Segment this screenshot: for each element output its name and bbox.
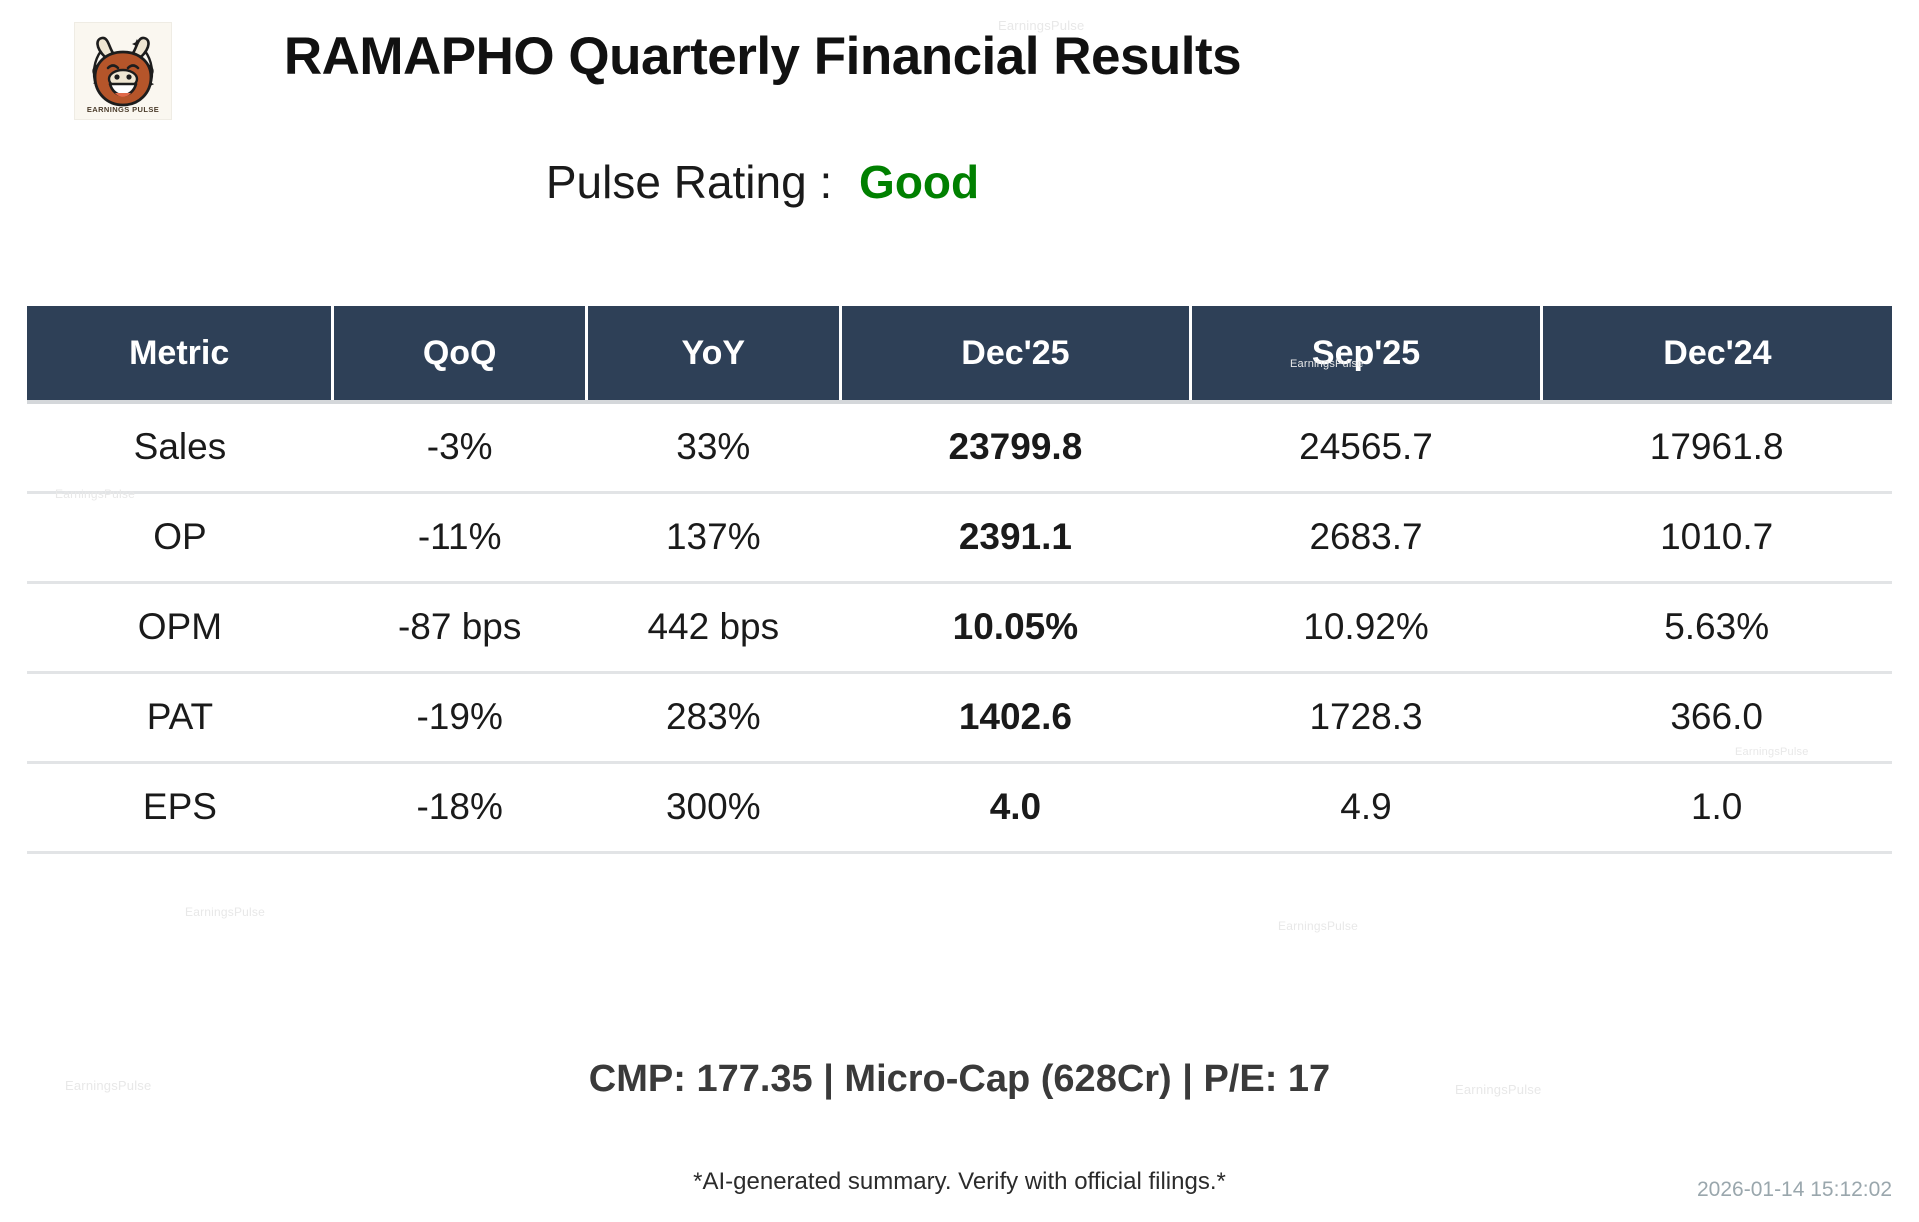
current-value: 23799.8 bbox=[840, 402, 1191, 494]
qoq-value: -18% bbox=[332, 762, 587, 854]
current-value: 2391.1 bbox=[840, 492, 1191, 584]
column-header-dec24: Dec'24 bbox=[1541, 306, 1892, 402]
previous-value: 4.9 bbox=[1190, 762, 1542, 854]
column-header-dec25: Dec'25 bbox=[840, 306, 1193, 402]
year-ago-value: 1.0 bbox=[1541, 762, 1892, 854]
yoy-value: 33% bbox=[586, 402, 841, 494]
table-row: OP -11% 137% 2391.1 2683.7 1010.7 bbox=[27, 492, 1892, 584]
pulse-rating: Pulse Rating : Good bbox=[0, 155, 1525, 209]
metric-label: OPM bbox=[27, 582, 333, 674]
yoy-value: 300% bbox=[586, 762, 841, 854]
watermark: EarningsPulse bbox=[185, 905, 265, 919]
generated-timestamp: 2026-01-14 15:12:02 bbox=[1697, 1178, 1892, 1201]
bull-mascot-icon bbox=[92, 36, 155, 107]
previous-value: 2683.7 bbox=[1190, 492, 1542, 584]
logo-caption: EARNINGS PULSE bbox=[86, 105, 160, 114]
current-value: 1402.6 bbox=[840, 672, 1191, 764]
table-row: PAT -19% 283% 1402.6 1728.3 366.0 bbox=[27, 672, 1892, 764]
metric-label: OP bbox=[27, 492, 333, 584]
year-ago-value: 1010.7 bbox=[1541, 492, 1892, 584]
yoy-value: 137% bbox=[586, 492, 841, 584]
current-value: 4.0 bbox=[840, 762, 1191, 854]
table-row: OPM -87 bps 442 bps 10.05% 10.92% 5.63% bbox=[27, 582, 1892, 674]
previous-value: 1728.3 bbox=[1190, 672, 1542, 764]
ai-disclaimer: *AI-generated summary. Verify with offic… bbox=[693, 1168, 1226, 1195]
year-ago-value: 17961.8 bbox=[1541, 402, 1892, 494]
year-ago-value: 5.63% bbox=[1541, 582, 1892, 674]
qoq-value: -87 bps bbox=[332, 582, 587, 674]
column-header-qoq: QoQ bbox=[332, 306, 588, 402]
table-row: Sales -3% 33% 23799.8 24565.7 17961.8 bbox=[27, 402, 1892, 494]
pulse-rating-label: Pulse Rating : bbox=[545, 156, 833, 208]
current-value: 10.05% bbox=[840, 582, 1191, 674]
financials-table-container: Metric QoQ YoY Dec'25 Sep'25 Dec'24 Sale… bbox=[27, 306, 1892, 854]
column-header-metric: Metric bbox=[27, 306, 335, 402]
qoq-value: -3% bbox=[332, 402, 587, 494]
year-ago-value: 366.0 bbox=[1541, 672, 1892, 764]
yoy-value: 442 bps bbox=[586, 582, 841, 674]
valuation-summary: CMP: 177.35 | Micro-Cap (628Cr) | P/E: 1… bbox=[588, 1058, 1331, 1100]
page-title: RAMAPHO Quarterly Financial Results bbox=[283, 27, 1242, 86]
watermark: EarningsPulse bbox=[1278, 919, 1358, 933]
metric-label: PAT bbox=[27, 672, 333, 764]
table-row: EPS -18% 300% 4.0 4.9 1.0 bbox=[27, 762, 1892, 854]
metric-label: Sales bbox=[27, 402, 333, 494]
column-header-sep25: Sep'25 bbox=[1190, 306, 1543, 402]
financials-table: Metric QoQ YoY Dec'25 Sep'25 Dec'24 Sale… bbox=[27, 306, 1892, 854]
pulse-rating-value: Good bbox=[859, 156, 980, 208]
yoy-value: 283% bbox=[586, 672, 841, 764]
qoq-value: -19% bbox=[332, 672, 587, 764]
report-header: EARNINGS PULSE RAMAPHO Quarterly Financi… bbox=[0, 0, 1919, 208]
table-header-row: Metric QoQ YoY Dec'25 Sep'25 Dec'24 bbox=[27, 306, 1892, 402]
qoq-value: -11% bbox=[332, 492, 587, 584]
brand-logo: EARNINGS PULSE bbox=[74, 22, 172, 120]
previous-value: 10.92% bbox=[1190, 582, 1542, 674]
metric-label: EPS bbox=[27, 762, 333, 854]
column-header-yoy: YoY bbox=[586, 306, 842, 402]
previous-value: 24565.7 bbox=[1190, 402, 1542, 494]
